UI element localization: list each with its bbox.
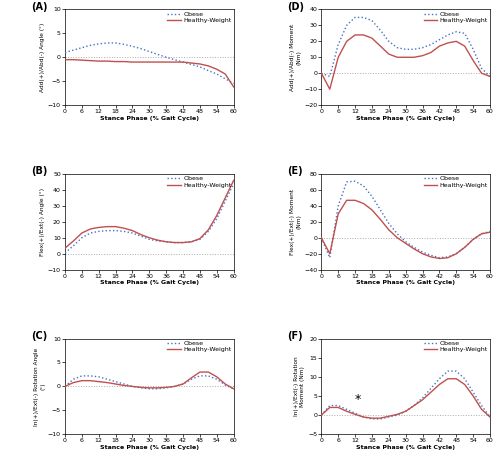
Y-axis label: Flex(+)/Ext(-) Moment
(Nm): Flex(+)/Ext(-) Moment (Nm) [290,189,302,255]
Y-axis label: In(+)/Ext(-) Rotation
Moment (Nm): In(+)/Ext(-) Rotation Moment (Nm) [294,356,306,416]
Text: (D): (D) [288,2,304,12]
X-axis label: Stance Phase (% Gait Cycle): Stance Phase (% Gait Cycle) [100,445,199,450]
Text: *: * [355,393,361,405]
Legend: Obese, Healthy-Weight: Obese, Healthy-Weight [423,175,488,188]
Y-axis label: Flex(+)/Ext(-) Angle (°): Flex(+)/Ext(-) Angle (°) [40,188,45,256]
Legend: Obese, Healthy-Weight: Obese, Healthy-Weight [423,340,488,353]
X-axis label: Stance Phase (% Gait Cycle): Stance Phase (% Gait Cycle) [356,116,455,121]
Y-axis label: In(+)/Ext(-) Rotation Angle
(°): In(+)/Ext(-) Rotation Angle (°) [34,347,45,426]
Legend: Obese, Healthy-Weight: Obese, Healthy-Weight [166,175,232,188]
Legend: Obese, Healthy-Weight: Obese, Healthy-Weight [166,11,232,24]
Legend: Obese, Healthy-Weight: Obese, Healthy-Weight [166,340,232,353]
X-axis label: Stance Phase (% Gait Cycle): Stance Phase (% Gait Cycle) [356,280,455,285]
Y-axis label: Add(+)/Abd(-) Angle (°): Add(+)/Abd(-) Angle (°) [40,23,45,92]
Text: (F): (F) [288,331,303,341]
X-axis label: Stance Phase (% Gait Cycle): Stance Phase (% Gait Cycle) [356,445,455,450]
Text: (C): (C) [32,331,48,341]
X-axis label: Stance Phase (% Gait Cycle): Stance Phase (% Gait Cycle) [100,116,199,121]
Text: (E): (E) [288,166,303,177]
Text: (B): (B) [32,166,48,177]
X-axis label: Stance Phase (% Gait Cycle): Stance Phase (% Gait Cycle) [100,280,199,285]
Y-axis label: Add(+)/Abd(-) Moment
(Nm): Add(+)/Abd(-) Moment (Nm) [290,24,302,91]
Text: (A): (A) [32,2,48,12]
Legend: Obese, Healthy-Weight: Obese, Healthy-Weight [423,11,488,24]
